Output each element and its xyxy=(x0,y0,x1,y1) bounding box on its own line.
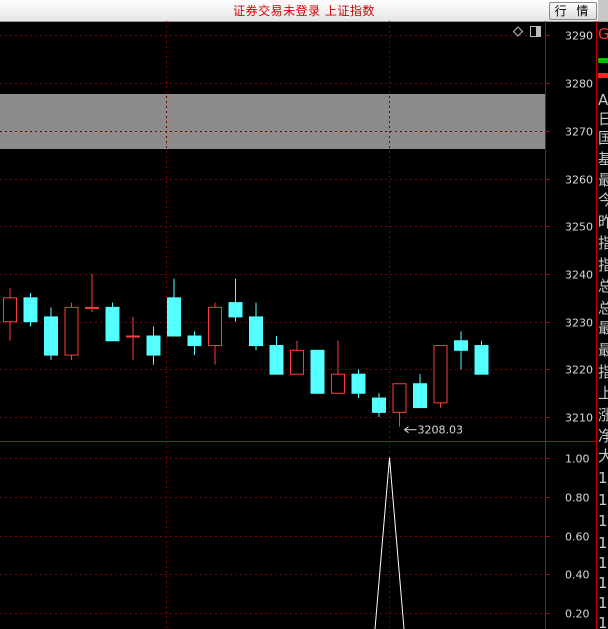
candle[interactable] xyxy=(126,316,140,360)
price-tick-label: 3280 xyxy=(565,78,593,91)
side-info-glyph: 指 xyxy=(598,234,608,252)
price-tick-label: 3290 xyxy=(565,30,593,43)
side-info-panel: GA日国基最今昨指指总总最最指上涨净大111111111 xyxy=(597,21,608,629)
price-tick-label: 3250 xyxy=(565,221,593,234)
side-info-glyph: 指 xyxy=(598,256,608,274)
side-info-glyph: 涨 xyxy=(598,406,608,424)
side-info-glyph: 最 xyxy=(598,171,608,189)
price-tick-label: 3260 xyxy=(565,174,593,187)
candle[interactable] xyxy=(310,349,325,394)
quote-button[interactable]: 行 情 xyxy=(549,2,597,20)
candle-layer xyxy=(3,273,489,427)
side-info-glyph: 1 xyxy=(598,614,608,629)
title-bar-edge xyxy=(598,0,608,21)
indicator-tick-label: 0.20 xyxy=(565,608,590,621)
side-info-glyph: 1 xyxy=(598,574,608,592)
side-info-glyph: 最 xyxy=(598,341,608,359)
price-tick-label: 3220 xyxy=(565,364,593,377)
side-info-glyph: 1 xyxy=(598,554,608,572)
side-info-glyph: 最 xyxy=(598,319,608,337)
side-color-marker xyxy=(598,73,608,78)
candle[interactable] xyxy=(208,302,222,365)
side-info-glyph: 1 xyxy=(598,469,608,487)
candle[interactable] xyxy=(44,307,58,360)
candle[interactable] xyxy=(249,302,263,351)
indicator-line xyxy=(374,457,405,629)
candle[interactable] xyxy=(105,302,120,342)
candle[interactable] xyxy=(167,278,181,337)
side-info-glyph: G xyxy=(598,25,608,43)
side-info-glyph: A xyxy=(598,91,608,109)
side-info-glyph: 今 xyxy=(598,191,608,209)
window-title: 证券交易未登录 上证指数 xyxy=(233,4,375,18)
candle[interactable] xyxy=(269,336,284,375)
price-tick-label: 3270 xyxy=(565,126,593,139)
highlight-band xyxy=(0,94,545,149)
indicator-tick-label: 0.80 xyxy=(565,492,590,505)
candle[interactable] xyxy=(474,340,489,375)
indicator-tick-label: 0.60 xyxy=(565,531,590,544)
axis-label-layer: 3290 3280 3270 3260 3250 3240 3230 3220 3210 1.00… xyxy=(404,30,593,621)
candle[interactable] xyxy=(392,383,407,427)
price-tick-label: 3240 xyxy=(565,269,593,282)
side-info-glyph: 净 xyxy=(598,427,608,445)
side-info-glyph: 总 xyxy=(598,277,608,295)
candle[interactable] xyxy=(64,302,79,360)
side-info-glyph: 基 xyxy=(598,150,608,168)
candle[interactable] xyxy=(228,278,243,322)
low-price-annotation: 3208.03 xyxy=(404,424,464,437)
candle[interactable] xyxy=(146,326,161,365)
side-color-marker xyxy=(598,58,608,63)
candle[interactable] xyxy=(351,369,366,399)
candle[interactable] xyxy=(331,340,345,394)
side-info-glyph: 1 xyxy=(598,594,608,612)
side-info-glyph: 总 xyxy=(598,299,608,317)
candle[interactable] xyxy=(433,345,448,408)
side-info-glyph: 指 xyxy=(598,363,608,381)
side-info-glyph: 1 xyxy=(598,534,608,552)
indicator-layer xyxy=(374,457,405,629)
price-tick-label: 3210 xyxy=(565,412,593,425)
candle[interactable] xyxy=(290,340,304,375)
candle[interactable] xyxy=(413,374,427,409)
side-info-glyph: 1 xyxy=(598,512,608,530)
side-info-glyph: 大 xyxy=(598,447,608,465)
candle[interactable] xyxy=(23,293,38,327)
side-info-glyph: 国 xyxy=(598,129,608,147)
candle[interactable] xyxy=(187,331,202,356)
candle[interactable] xyxy=(372,393,386,418)
low-price-label: 3208.03 xyxy=(418,424,464,437)
side-info-glyph: 昨 xyxy=(598,213,608,231)
indicator-tick-label: 0.40 xyxy=(565,569,590,582)
indicator-tick-label: 1.00 xyxy=(565,453,590,466)
title-bar: 证券交易未登录 上证指数 行 情 xyxy=(0,0,608,22)
side-info-glyph: 1 xyxy=(598,491,608,509)
side-info-glyph: 日 xyxy=(598,110,608,128)
price-tick-label: 3230 xyxy=(565,317,593,330)
grid-layer xyxy=(0,21,550,629)
candle[interactable] xyxy=(3,288,17,341)
candle[interactable] xyxy=(85,273,99,313)
panel-toggle-icon[interactable] xyxy=(530,26,541,37)
candle[interactable] xyxy=(454,331,468,370)
stock-chart: 3290 3280 3270 3260 3250 3240 3230 3220 3210 1.00… xyxy=(0,21,597,629)
diamond-icon[interactable] xyxy=(512,26,524,37)
side-info-glyph: 上 xyxy=(598,384,608,402)
